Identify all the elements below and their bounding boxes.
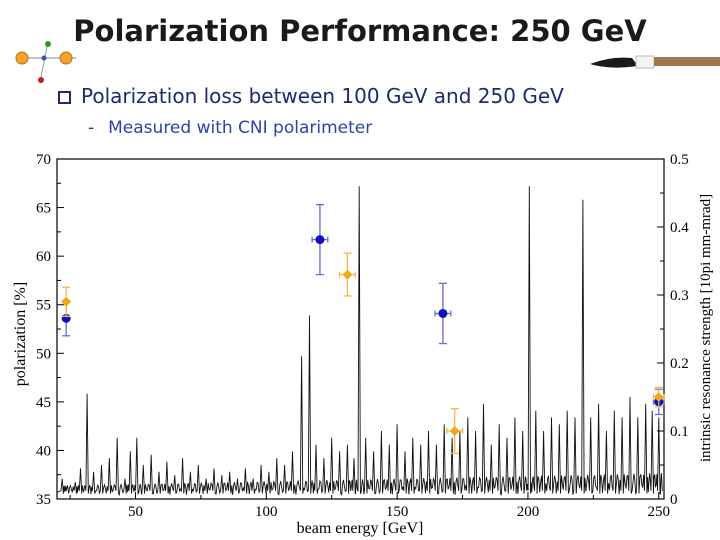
sub-bullet-text: - Measured with CNI polarimeter: [88, 118, 372, 138]
x-tick-label-150: 150: [386, 504, 409, 520]
checkbox-bullet-icon: [58, 91, 71, 104]
y-tick-label-60: 60: [36, 249, 51, 265]
y-tick-label-55: 55: [36, 298, 51, 314]
circle-marker: [315, 235, 325, 245]
bullet-label: Polarization loss between 100 GeV and 25…: [81, 84, 564, 108]
y2-tick-label-0: 0: [670, 492, 678, 508]
series-1-point-2: [446, 408, 464, 454]
x-tick-label-100: 100: [255, 504, 278, 520]
y-tick-label-65: 65: [36, 201, 51, 217]
bullet-text: Polarization loss between 100 GeV and 25…: [58, 84, 564, 108]
data-points: [61, 204, 665, 454]
axes: 50 100 150 200 250 35 40 45 50 55 60 65 70 0 0.1 0.2 0.3…: [36, 152, 689, 520]
y-tick-label-45: 45: [36, 395, 51, 411]
x-tick-label-250: 250: [648, 504, 671, 520]
sub-bullet-label: Measured with CNI polarimeter: [108, 118, 373, 138]
atom-logo: [15, 41, 76, 83]
x-tick-label-50: 50: [128, 504, 143, 520]
y2-tick-label-4: 0.4: [670, 220, 689, 236]
circle-marker: [438, 308, 448, 318]
resonance-strength-line: [56, 186, 663, 497]
diamond-marker: [653, 392, 664, 402]
resonance-strength-trace: [56, 186, 663, 497]
y-axis-label: polarization [%]: [12, 282, 29, 386]
y-tick-label-35: 35: [36, 492, 51, 508]
calligraphy-brush-icon: [590, 55, 720, 69]
diamond-marker: [61, 296, 72, 307]
polarization-chart: 50 100 150 200 250 35 40 45 50 55 60 65 70 0 0.1 0.2 0.3…: [12, 152, 714, 537]
series-1-point-3: [652, 386, 665, 408]
x-axis-label: beam energy [GeV]: [297, 520, 424, 537]
diamond-marker: [342, 269, 353, 280]
y2-tick-label-2: 0.2: [670, 356, 689, 372]
y-tick-label-40: 40: [36, 443, 51, 459]
y2-tick-label-5: 0.5: [670, 152, 689, 168]
sub-bullet-dash: -: [88, 118, 95, 138]
y2-tick-label-3: 0.3: [670, 288, 689, 304]
y-tick-label-70: 70: [36, 152, 51, 168]
x-tick-label-200: 200: [517, 504, 540, 520]
slide-title: Polarization Performance: 250 GeV: [73, 14, 647, 48]
diamond-marker: [449, 426, 460, 436]
series-0-point-2: [434, 282, 452, 345]
series-1-point-0: [61, 286, 72, 318]
y2-tick-label-1: 0.1: [670, 424, 689, 440]
series-0-point-1: [311, 204, 329, 276]
y2-axis-label: intrinsic resonance strength [10pi mm-mr…: [698, 194, 714, 462]
series-1-point-1: [338, 252, 356, 297]
y-tick-label-50: 50: [36, 346, 51, 362]
